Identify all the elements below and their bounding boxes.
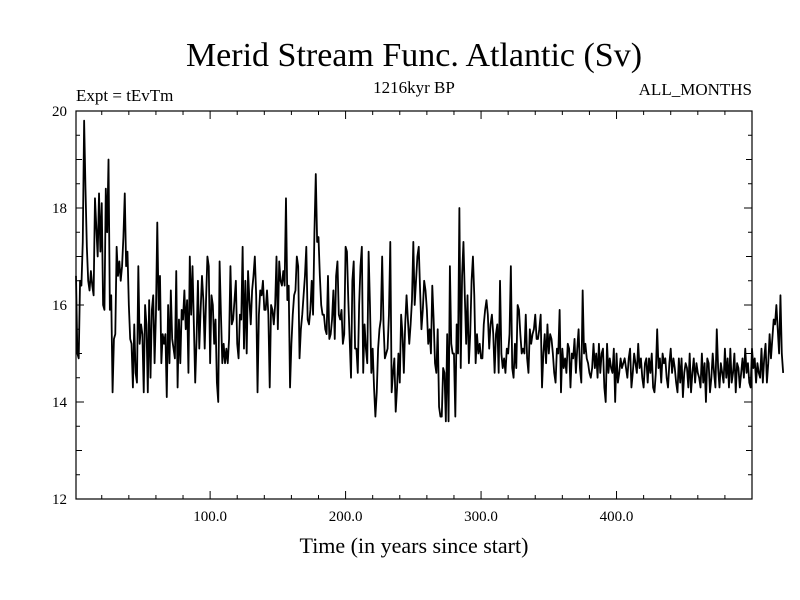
series-line bbox=[75, 119, 785, 423]
y-tick-label: 18 bbox=[52, 201, 67, 217]
x-tick-label: 200.0 bbox=[329, 509, 363, 525]
y-tick-label: 20 bbox=[52, 104, 67, 120]
y-tick-label: 14 bbox=[52, 395, 68, 411]
y-axis: 12 14 16 18 20 bbox=[52, 104, 752, 508]
x-tick-label: 100.0 bbox=[193, 509, 227, 525]
series-layer bbox=[75, 119, 785, 423]
period-label: 1216kyr BP bbox=[373, 78, 455, 97]
x-axis-label: Time (in years since start) bbox=[300, 533, 529, 558]
plot-area: 12 14 16 18 20 100.0 200.0 300.0 400.0 bbox=[52, 104, 785, 525]
y-tick-label: 12 bbox=[52, 492, 67, 508]
x-tick-label: 300.0 bbox=[464, 509, 498, 525]
x-axis: 100.0 200.0 300.0 400.0 bbox=[101, 111, 726, 525]
x-tick-label: 400.0 bbox=[600, 509, 634, 525]
chart-title: Merid Stream Func. Atlantic (Sv) bbox=[186, 37, 642, 74]
y-tick-label: 16 bbox=[52, 298, 68, 314]
experiment-label: Expt = tEvTm bbox=[76, 86, 173, 105]
months-label: ALL_MONTHS bbox=[639, 80, 752, 99]
